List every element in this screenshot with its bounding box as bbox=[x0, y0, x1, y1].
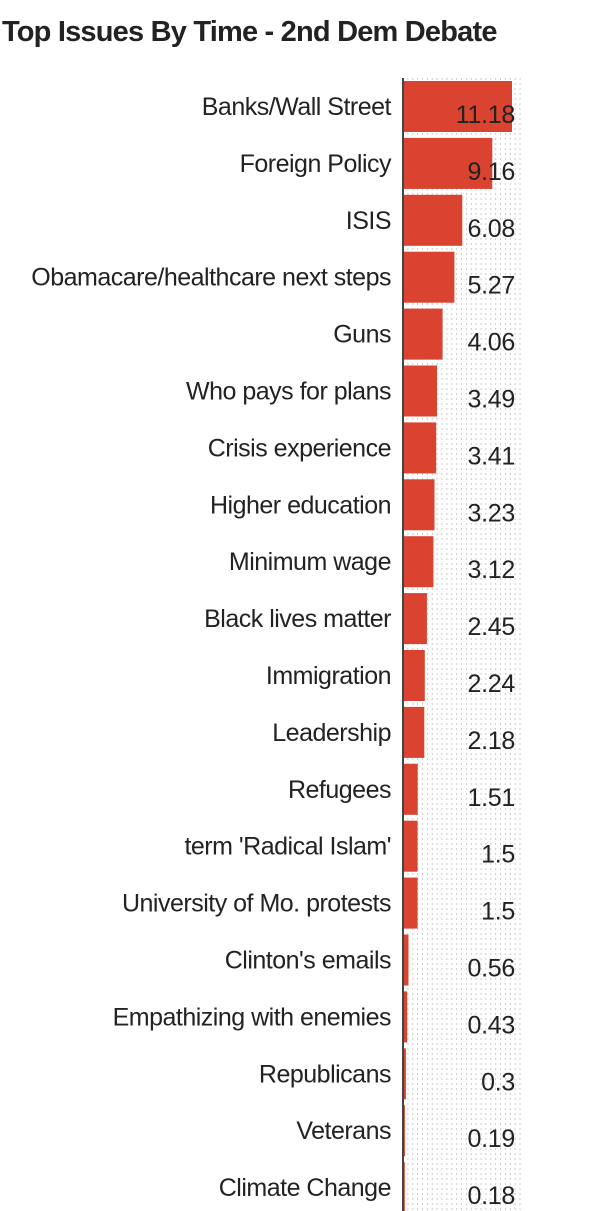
bar bbox=[403, 479, 435, 531]
category-label: Foreign Policy bbox=[240, 150, 392, 178]
category-label: Banks/Wall Street bbox=[202, 93, 392, 121]
value-label: 1.5 bbox=[481, 898, 515, 926]
category-labels: Banks/Wall Street Foreign Policy ISIS Obama… bbox=[31, 93, 392, 1202]
value-label: 2.18 bbox=[468, 727, 515, 755]
value-label: 1.5 bbox=[481, 841, 515, 869]
category-label: Higher education bbox=[210, 491, 391, 519]
value-label: 0.19 bbox=[468, 1125, 515, 1153]
category-label: Clinton's emails bbox=[225, 947, 391, 975]
category-label: Climate Change bbox=[219, 1174, 391, 1202]
value-label: 0.3 bbox=[481, 1068, 515, 1096]
category-label: term 'Radical Islam' bbox=[184, 833, 391, 861]
category-label: Crisis experience bbox=[208, 434, 391, 462]
bar bbox=[403, 422, 437, 474]
value-label: 0.43 bbox=[468, 1011, 515, 1039]
value-label: 11.18 bbox=[456, 101, 515, 129]
category-label: University of Mo. protests bbox=[122, 890, 391, 918]
bar bbox=[403, 251, 455, 303]
value-label: 2.45 bbox=[468, 613, 515, 641]
bar bbox=[403, 194, 463, 246]
bar bbox=[403, 1048, 406, 1100]
category-label: Black lives matter bbox=[204, 605, 391, 633]
bar bbox=[403, 934, 409, 986]
bar bbox=[403, 593, 427, 645]
chart-title: Top Issues By Time - 2nd Dem Debate bbox=[2, 16, 497, 48]
value-label: 1.51 bbox=[468, 784, 515, 812]
category-label: Empathizing with enemies bbox=[113, 1003, 391, 1031]
category-label: ISIS bbox=[346, 207, 391, 235]
value-label: 3.23 bbox=[468, 499, 515, 527]
value-label: 4.06 bbox=[468, 329, 515, 357]
gridlines bbox=[407, 78, 521, 1211]
category-label: Leadership bbox=[272, 719, 391, 747]
bar bbox=[403, 877, 418, 929]
category-label: Republicans bbox=[259, 1060, 391, 1088]
value-label: 9.16 bbox=[468, 158, 515, 186]
category-label: Guns bbox=[333, 321, 391, 349]
value-label: 2.24 bbox=[468, 670, 516, 698]
value-labels: 11.18 9.16 6.08 5.27 4.06 3.49 3.41 3.23 3.12 2.4… bbox=[456, 101, 516, 1210]
bar bbox=[403, 81, 512, 132]
bar bbox=[403, 137, 493, 189]
bar bbox=[403, 763, 418, 815]
value-label: 3.49 bbox=[468, 386, 515, 414]
value-label: 5.27 bbox=[468, 272, 515, 300]
value-label: 6.08 bbox=[468, 215, 515, 243]
category-label: Veterans bbox=[296, 1117, 391, 1145]
value-label: 0.56 bbox=[468, 955, 515, 983]
bar bbox=[403, 365, 437, 417]
bar bbox=[403, 706, 425, 758]
bar bbox=[403, 308, 443, 360]
bar bbox=[403, 536, 434, 588]
bar bbox=[403, 820, 418, 872]
bars bbox=[403, 81, 512, 1211]
category-label: Minimum wage bbox=[229, 548, 391, 576]
category-label: Obamacare/healthcare next steps bbox=[31, 264, 391, 292]
category-label: Who pays for plans bbox=[186, 378, 391, 406]
bar bbox=[403, 650, 425, 701]
value-label: 0.18 bbox=[468, 1182, 515, 1210]
category-label: Immigration bbox=[266, 662, 391, 690]
value-label: 3.12 bbox=[468, 556, 515, 584]
category-label: Refugees bbox=[288, 776, 391, 804]
bar bbox=[403, 991, 408, 1043]
value-label: 3.41 bbox=[468, 442, 515, 470]
